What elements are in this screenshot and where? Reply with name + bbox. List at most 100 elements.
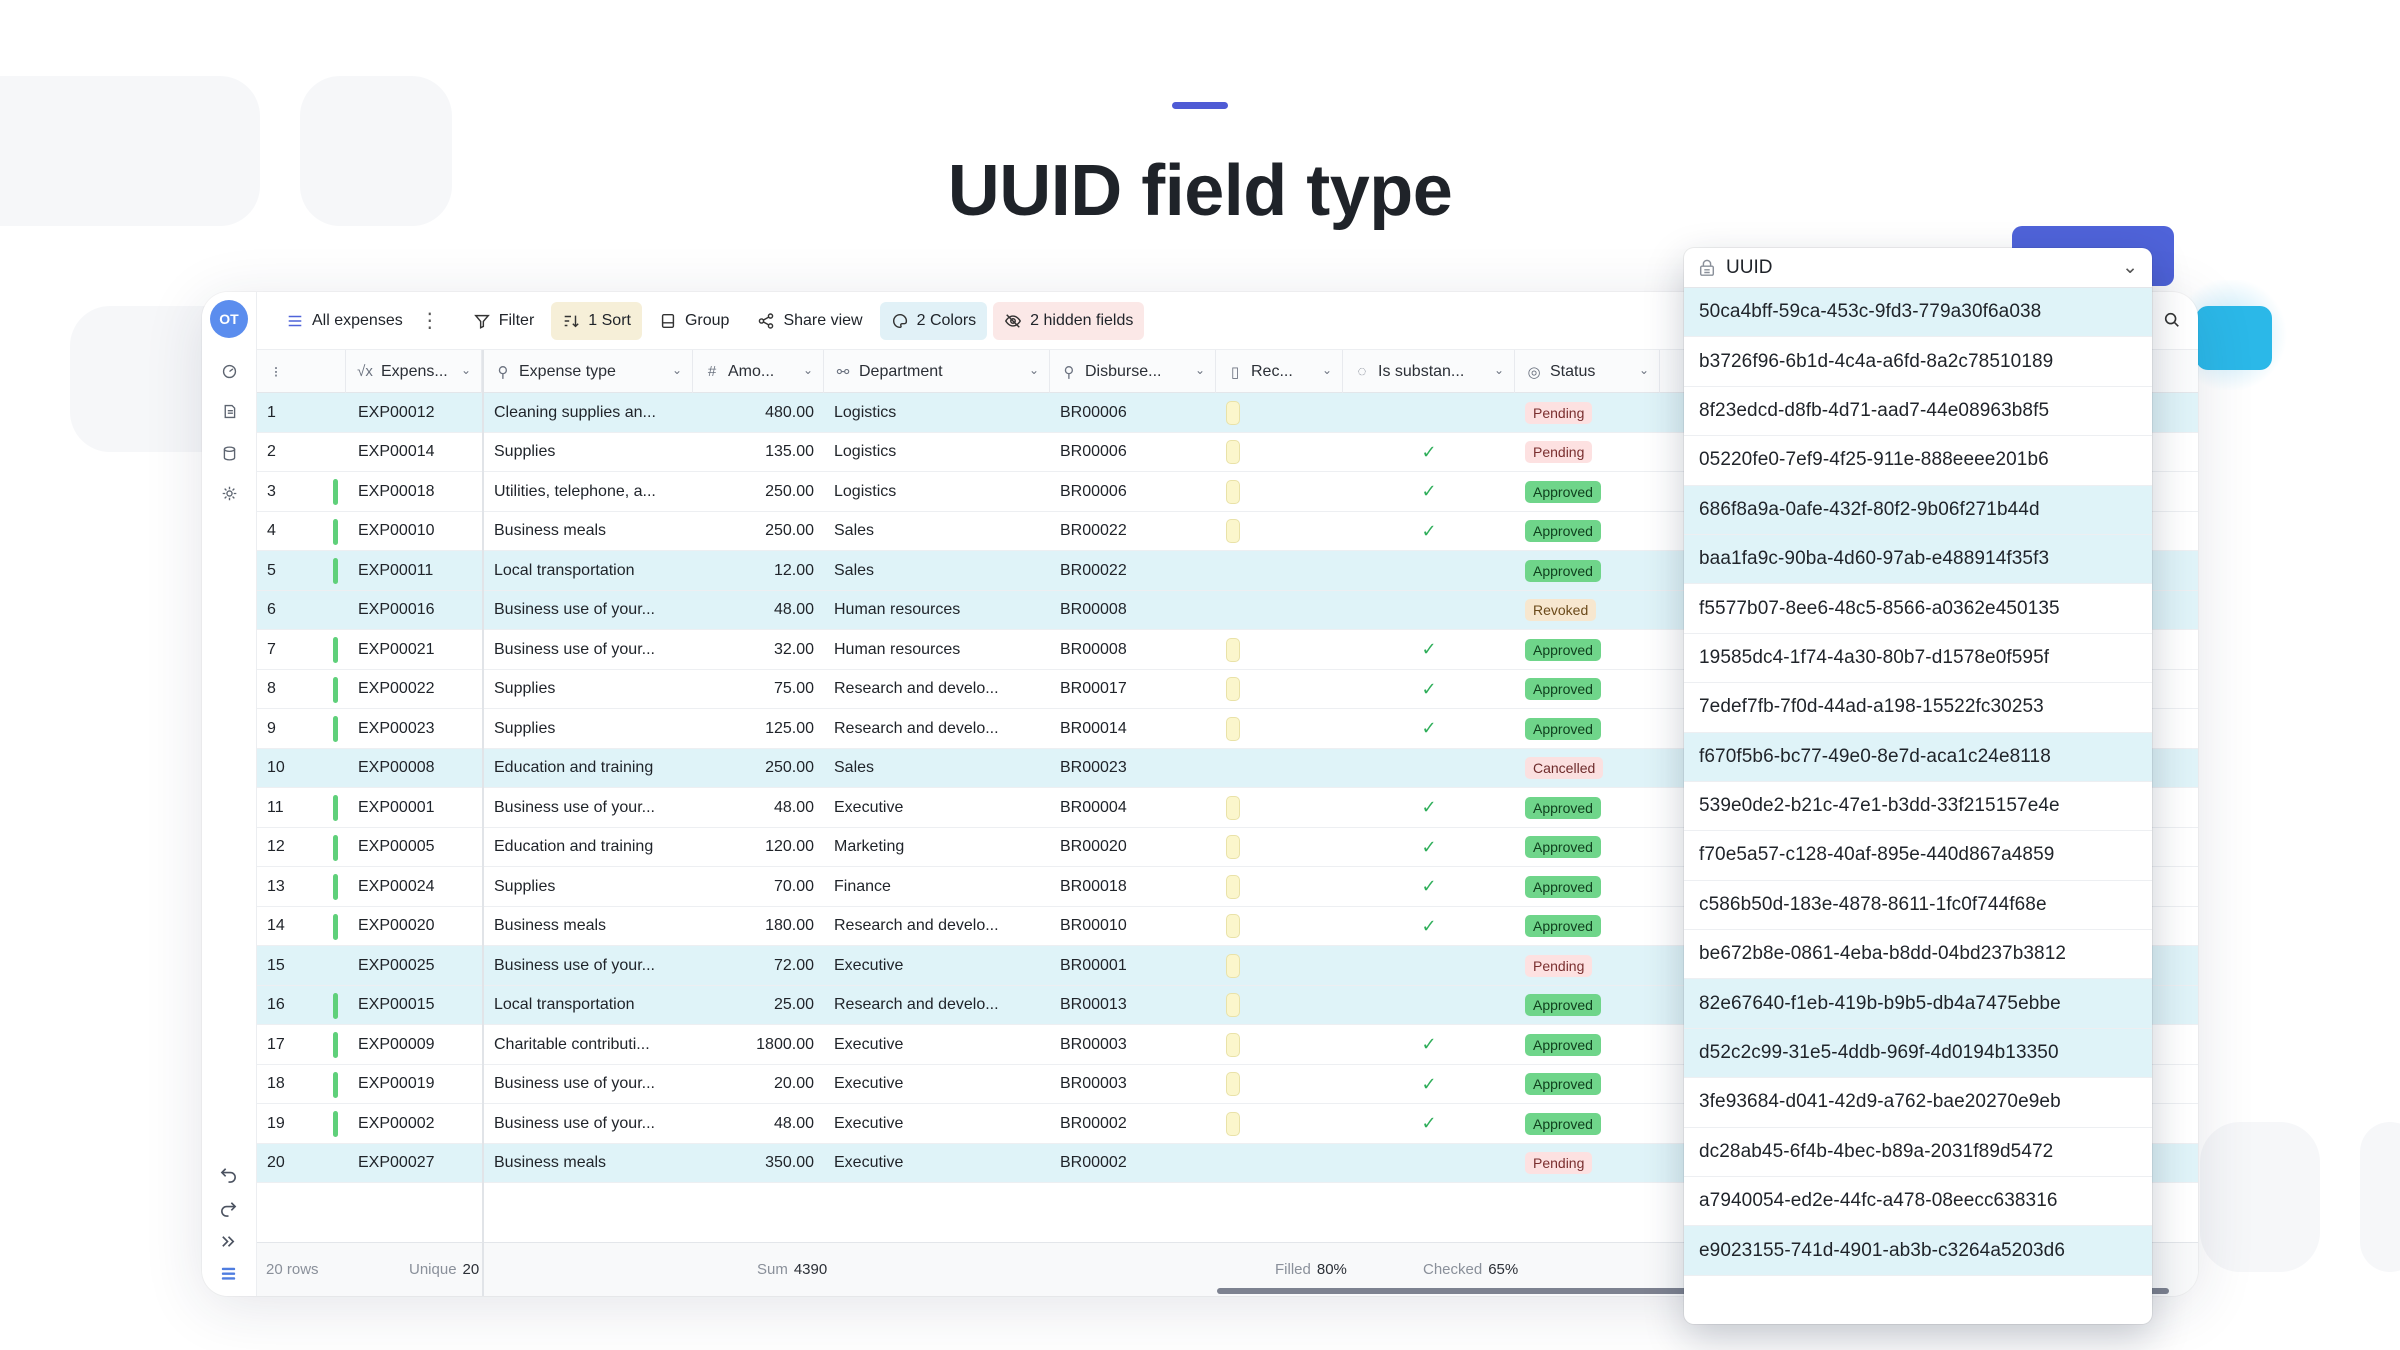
cell-substantiated[interactable]	[1343, 1144, 1515, 1183]
cell-status[interactable]: Approved	[1515, 512, 1660, 551]
cell-dept[interactable]: Sales	[834, 561, 875, 579]
cell-dept[interactable]: Executive	[834, 1114, 904, 1132]
cell-n[interactable]: 7	[267, 640, 276, 658]
cell-status[interactable]: Approved	[1515, 867, 1660, 906]
cell-id[interactable]: EXP00011	[358, 561, 434, 579]
cell-substantiated[interactable]: ✓	[1343, 907, 1515, 946]
cell-dept[interactable]: Executive	[834, 1154, 904, 1171]
cell-amount[interactable]: 350.00	[765, 1154, 814, 1171]
cell-n[interactable]: 17	[267, 1035, 285, 1053]
cell-status[interactable]: Approved	[1515, 788, 1660, 827]
cell-status[interactable]: Approved	[1515, 630, 1660, 669]
cell-substantiated[interactable]: ✓	[1343, 709, 1515, 748]
attachment-thumbnail[interactable]	[1226, 874, 1240, 899]
redo-icon[interactable]	[219, 1198, 238, 1222]
cell-disb[interactable]: BR00022	[1060, 561, 1127, 579]
cell-dept[interactable]: Executive	[834, 798, 904, 816]
document-icon[interactable]	[220, 402, 238, 420]
uuid-cell[interactable]: a7940054-ed2e-44fc-a478-08eecc638316	[1684, 1177, 2152, 1227]
cell-n[interactable]: 15	[267, 956, 285, 974]
cell-n[interactable]: 19	[267, 1114, 285, 1132]
cell-disb[interactable]: BR00006	[1060, 443, 1127, 460]
cell-receipt[interactable]	[1216, 551, 1343, 590]
cell-type[interactable]: Education and training	[494, 838, 654, 855]
chevron-down-icon[interactable]: ⌄	[460, 363, 471, 377]
search-icon[interactable]	[2154, 302, 2190, 338]
cell-receipt[interactable]	[1216, 591, 1343, 630]
cell-amount[interactable]: 1800.00	[756, 1035, 814, 1053]
table-row[interactable]: 4 EXP00010 Business meals 250.00 Sales BR0002…	[257, 512, 2198, 551]
cell-amount[interactable]: 12.00	[773, 561, 814, 579]
cell-type[interactable]: Local transportation	[494, 996, 635, 1013]
cell-type[interactable]: Education and training	[494, 759, 654, 776]
cell-disb[interactable]: BR00006	[1060, 482, 1127, 500]
cell-type[interactable]: Business use of your...	[494, 1114, 655, 1132]
cell-dept[interactable]: Research and develo...	[834, 917, 999, 934]
table-row[interactable]: 7 EXP00021 Business use of your... 32.00 Hum…	[257, 630, 2198, 670]
attachment-thumbnail[interactable]	[1226, 479, 1240, 504]
chevron-down-icon[interactable]: ⌄	[1493, 363, 1504, 377]
cell-disb[interactable]: BR00017	[1060, 680, 1127, 697]
uuid-cell[interactable]: f5577b07-8ee6-48c5-8566-a0362e450135	[1684, 584, 2152, 634]
cell-dept[interactable]: Executive	[834, 1035, 904, 1053]
attachment-thumbnail[interactable]	[1226, 993, 1240, 1017]
cell-id[interactable]: EXP00018	[358, 482, 435, 500]
uuid-cell[interactable]: c586b50d-183e-4878-8611-1fc0f744f68e	[1684, 881, 2152, 931]
cell-substantiated[interactable]: ✓	[1343, 670, 1515, 709]
cell-dept[interactable]: Finance	[834, 877, 891, 895]
cell-status[interactable]: Approved	[1515, 907, 1660, 946]
cell-n[interactable]: 3	[267, 482, 276, 500]
cell-status[interactable]: Pending	[1515, 393, 1660, 432]
cell-id[interactable]: EXP00023	[358, 719, 435, 737]
cell-status[interactable]: Approved	[1515, 986, 1660, 1025]
cell-id[interactable]: EXP00001	[358, 798, 435, 816]
cell-amount[interactable]: 180.00	[765, 917, 814, 934]
attachment-thumbnail[interactable]	[1226, 716, 1240, 741]
table-row[interactable]: 9 EXP00023 Supplies 125.00 Research and deve…	[257, 709, 2198, 749]
attachment-thumbnail[interactable]	[1226, 914, 1240, 938]
cell-receipt[interactable]	[1216, 433, 1343, 472]
table-row[interactable]: 12 EXP00005 Education and training 120.00 Ma…	[257, 828, 2198, 867]
uuid-cell[interactable]: 82e67640-f1eb-419b-b9b5-db4a7475ebbe	[1684, 979, 2152, 1029]
cell-status[interactable]: Approved	[1515, 551, 1660, 590]
cell-type[interactable]: Business meals	[494, 917, 607, 934]
table-row[interactable]: 19 EXP00002 Business use of your... 48.00 Ex…	[257, 1104, 2198, 1144]
cell-substantiated[interactable]	[1343, 591, 1515, 630]
attachment-thumbnail[interactable]	[1226, 953, 1240, 978]
cell-substantiated[interactable]	[1343, 749, 1515, 788]
cell-substantiated[interactable]: ✓	[1343, 788, 1515, 827]
cell-id[interactable]: EXP00024	[358, 877, 435, 895]
cell-receipt[interactable]	[1216, 867, 1343, 906]
uuid-cell[interactable]: 539e0de2-b21c-47e1-b3dd-33f215157e4e	[1684, 782, 2152, 832]
cell-n[interactable]: 16	[267, 996, 285, 1013]
cell-receipt[interactable]	[1216, 472, 1343, 511]
cell-receipt[interactable]	[1216, 986, 1343, 1025]
cell-disb[interactable]: BR00010	[1060, 917, 1127, 934]
undo-icon[interactable]	[219, 1164, 238, 1188]
uuid-cell[interactable]: 50ca4bff-59ca-453c-9fd3-779a30f6a038	[1684, 288, 2152, 338]
cell-disb[interactable]: BR00020	[1060, 838, 1127, 855]
cell-receipt[interactable]	[1216, 1104, 1343, 1143]
cell-id[interactable]: EXP00015	[358, 996, 435, 1013]
cell-n[interactable]: 5	[267, 561, 276, 579]
cell-status[interactable]: Pending	[1515, 1144, 1660, 1183]
cell-disb[interactable]: BR00014	[1060, 719, 1127, 737]
sum-summary[interactable]: Sum 4390	[757, 1261, 827, 1278]
cell-dept[interactable]: Research and develo...	[834, 719, 999, 737]
cell-n[interactable]: 13	[267, 877, 285, 895]
cell-amount[interactable]: 75.00	[773, 680, 814, 697]
uuid-cell[interactable]: f70e5a57-c128-40af-895e-440d867a4859	[1684, 831, 2152, 881]
column-header-department[interactable]: ⚯ Department ⌄	[824, 350, 1050, 393]
avatar[interactable]: OT	[210, 300, 248, 338]
dashboard-icon[interactable]	[220, 362, 238, 380]
cell-type[interactable]: Business use of your...	[494, 1075, 655, 1092]
cell-status[interactable]: Approved	[1515, 1025, 1660, 1064]
cell-dept[interactable]: Human resources	[834, 640, 961, 658]
cell-dept[interactable]: Logistics	[834, 443, 897, 460]
cell-n[interactable]: 10	[267, 759, 285, 776]
attachment-thumbnail[interactable]	[1226, 637, 1240, 662]
chevron-down-icon[interactable]: ⌄	[1194, 363, 1205, 377]
cell-n[interactable]: 1	[267, 403, 276, 421]
uuid-column-header[interactable]: UUID ⌄	[1684, 248, 2152, 288]
cell-id[interactable]: EXP00020	[358, 917, 435, 934]
